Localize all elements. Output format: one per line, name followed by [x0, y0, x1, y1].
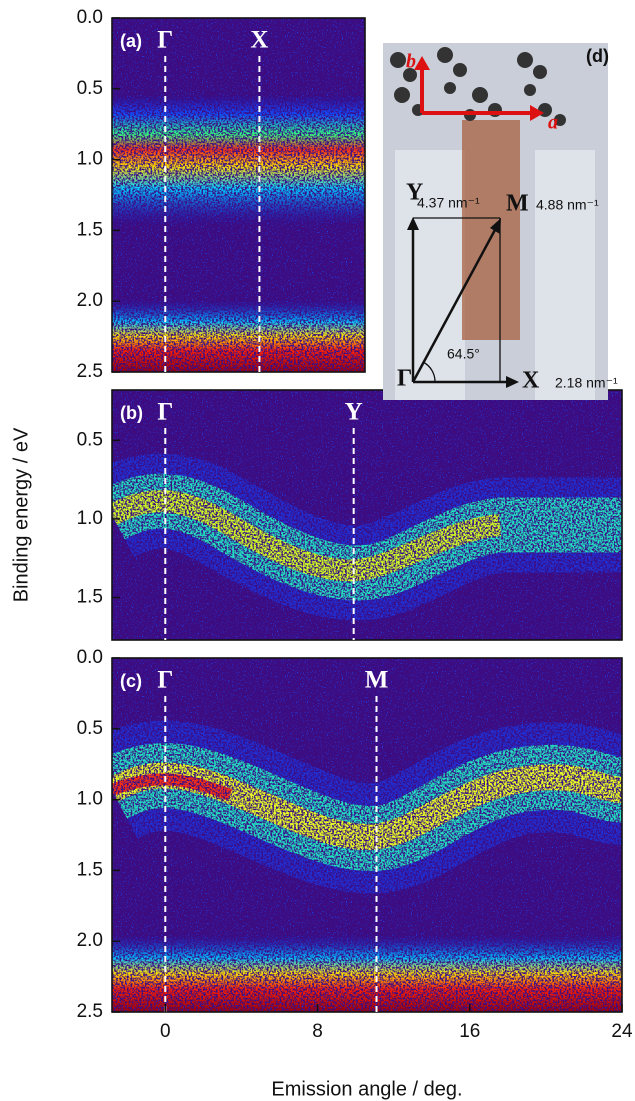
length-label: 4.37 nm⁻¹ [417, 195, 480, 211]
x-tick-label: 8 [312, 1021, 323, 1042]
y-tick-label: 0.0 [77, 7, 103, 28]
y-tick-label: 0.5 [77, 78, 103, 99]
y-tick-label: 2.5 [77, 361, 103, 382]
x-tick-label: 0 [160, 1021, 171, 1042]
inset: b a (d) Γ X Y M 4.37 nm⁻¹ 4.88 nm⁻¹ 2.18… [383, 43, 618, 400]
frames [111, 17, 623, 1013]
y-tick-label: 1.0 [77, 149, 103, 170]
axis-label: b [406, 51, 416, 73]
panel-label: (c) [120, 671, 142, 691]
bands [86, 95, 627, 1012]
point-label: M [506, 191, 529, 217]
y-tick-label: 2.0 [77, 290, 103, 311]
y-tick-label: 1.5 [77, 859, 103, 880]
marker-label: Y [345, 399, 363, 426]
point-label: X [522, 368, 540, 394]
y-tick-label: 0.0 [77, 647, 103, 668]
point-label: Γ [397, 366, 412, 392]
x-axis-label: Emission angle / deg. [271, 1078, 462, 1100]
y-tick-label: 0.5 [77, 429, 103, 450]
panel-label: (d) [586, 46, 609, 66]
y-tick-label: 1.0 [77, 789, 103, 810]
marker-label: Γ [157, 27, 173, 54]
x-tick-label: 24 [611, 1021, 633, 1042]
panel-label: (a) [120, 31, 142, 51]
y-tick-label: 1.5 [77, 587, 103, 608]
y-tick-label: 1.5 [77, 219, 103, 240]
marker-label: M [365, 667, 389, 694]
length-label: 2.18 nm⁻¹ [555, 375, 618, 391]
y-tick-label: 0.5 [77, 718, 103, 739]
panel-label: (b) [120, 403, 143, 423]
marker-label: Γ [157, 667, 173, 694]
length-label: 4.88 nm⁻¹ [536, 197, 599, 213]
marker-label: Γ [157, 399, 173, 426]
angle-label: 64.5° [447, 346, 480, 362]
point-label: Y [406, 180, 423, 206]
y-axis-label: Binding energy / eV [10, 427, 32, 602]
y-tick-label: 2.0 [77, 930, 103, 951]
x-tick-label: 16 [459, 1021, 480, 1042]
marker-label: X [250, 27, 268, 54]
y-tick-label: 2.5 [77, 1001, 103, 1022]
y-tick-label: 1.0 [77, 508, 103, 529]
axis-label: a [548, 112, 558, 134]
